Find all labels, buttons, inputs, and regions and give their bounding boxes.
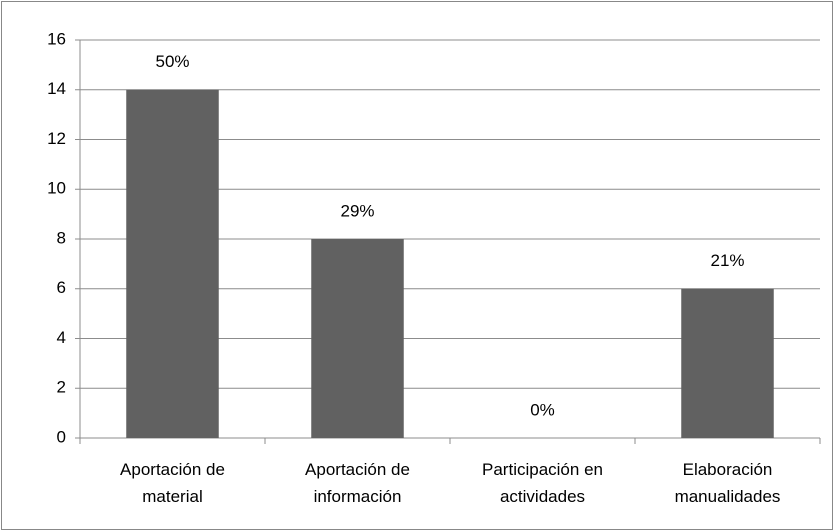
x-tick-label: Aportación de material xyxy=(120,460,225,506)
bar xyxy=(311,239,404,438)
x-tick-label-line: Elaboración xyxy=(683,460,773,479)
x-tick-label: Participación en actividades xyxy=(482,460,603,506)
data-label: 0% xyxy=(530,400,555,419)
x-tick-label-line: Aportación de xyxy=(120,460,225,479)
y-tick-label: 14 xyxy=(47,79,66,98)
y-tick-label: 12 xyxy=(47,129,66,148)
x-tick-label-line: manualidades xyxy=(675,487,781,506)
x-tick-label-line: material xyxy=(142,487,202,506)
bar xyxy=(681,288,774,438)
x-tick-label-line: Participación en xyxy=(482,460,603,479)
data-label: 21% xyxy=(710,251,744,270)
bar xyxy=(126,89,219,438)
y-tick-label: 6 xyxy=(57,278,66,297)
x-tick-label-line: Aportación de xyxy=(305,460,410,479)
y-tick-label: 8 xyxy=(57,228,66,247)
x-tick-label: Elaboración manualidades xyxy=(675,460,781,506)
x-tick-label-line: información xyxy=(314,487,402,506)
y-tick-label: 2 xyxy=(57,378,66,397)
x-tick-label: Aportación de información xyxy=(305,460,410,506)
y-tick-label: 0 xyxy=(57,427,66,446)
data-label: 50% xyxy=(155,52,189,71)
y-tick-label: 16 xyxy=(47,29,66,48)
x-tick-label-line: actividades xyxy=(500,487,585,506)
y-tick-label: 4 xyxy=(57,328,66,347)
y-tick-label: 10 xyxy=(47,179,66,198)
data-label: 29% xyxy=(340,201,374,220)
